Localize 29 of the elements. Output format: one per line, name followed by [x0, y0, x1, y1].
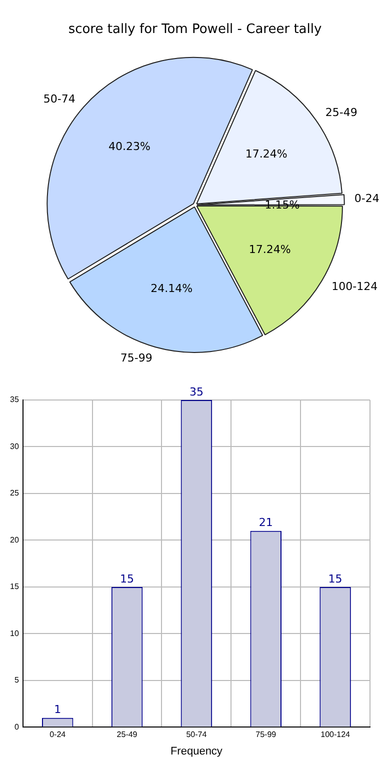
x-tick-label: 75-99	[256, 730, 277, 740]
y-tick-label: 35	[10, 395, 20, 404]
data-label: 17.24%	[248, 242, 291, 256]
data-label: 17.24%	[245, 148, 288, 161]
data-label: 15	[328, 572, 342, 586]
x-tick-label: 25-49	[116, 730, 138, 740]
chart-title: score tally for Tom Powell - Career tally	[67, 21, 323, 39]
y-tick-label: 20	[10, 535, 20, 544]
data-label: 1	[54, 703, 62, 716]
slice-label: 75-99	[120, 352, 152, 365]
y-tick-label: 15	[10, 582, 20, 592]
y-tick-label: 0	[14, 722, 20, 732]
data-label: 15	[120, 572, 134, 586]
data-label: 24.14%	[150, 282, 193, 295]
x-tick-label: 0-24	[50, 730, 66, 740]
slice-label: 50-74	[43, 92, 76, 106]
slice-label: 0-24	[354, 192, 380, 206]
x-axis-title: Frequency	[170, 745, 223, 758]
slice-label: 25-49	[325, 106, 358, 119]
data-label: 35	[189, 385, 204, 398]
data-label: 40.23%	[108, 140, 150, 154]
data-label: 21	[258, 516, 273, 530]
y-tick-label: 30	[10, 442, 20, 451]
x-tick-label: 100-124	[320, 730, 351, 740]
y-tick-label: 5	[14, 676, 20, 685]
y-tick-label: 10	[10, 628, 20, 638]
y-tick-label: 25	[10, 488, 20, 498]
slice-label: 100-124	[332, 280, 378, 294]
x-tick-label: 50-74	[186, 730, 208, 740]
